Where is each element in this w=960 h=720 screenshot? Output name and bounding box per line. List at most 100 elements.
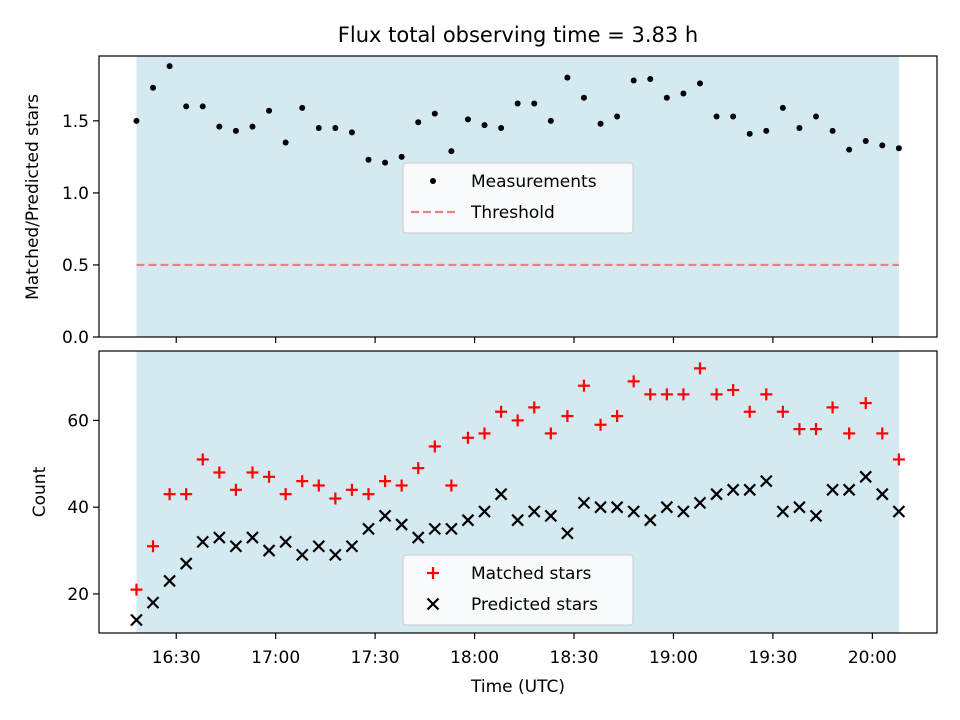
measurement-point xyxy=(514,100,521,107)
matched-star-point xyxy=(246,466,259,479)
measurement-point xyxy=(431,110,438,117)
matched-star-point xyxy=(611,410,624,423)
matched-star-point xyxy=(147,540,160,553)
measurement-point xyxy=(150,84,157,91)
measurement-point xyxy=(531,100,538,107)
measurement-point xyxy=(382,159,389,166)
predicted-star-point xyxy=(362,522,375,536)
predicted-star-point xyxy=(130,613,143,627)
measurement-point xyxy=(829,127,836,134)
predicted-star-point xyxy=(809,509,823,523)
legend-label: Measurements xyxy=(471,172,597,192)
predicted-star-point xyxy=(329,548,342,562)
measurement-point xyxy=(713,113,720,120)
matched-star-point xyxy=(229,483,242,496)
x-tick-label: 17:30 xyxy=(351,648,400,668)
predicted-star-point xyxy=(345,539,359,553)
predicted-star-point xyxy=(428,522,442,536)
predicted-star-point xyxy=(859,470,873,484)
matched-star-point xyxy=(196,453,209,466)
measurement-point xyxy=(133,117,140,124)
predicted-star-point xyxy=(461,513,475,527)
predicted-star-point xyxy=(660,500,674,514)
measurement-point xyxy=(763,127,770,134)
matched-star-point xyxy=(793,423,806,436)
y-tick-label: 0.5 xyxy=(62,256,89,276)
predicted-star-point xyxy=(876,487,889,501)
y-tick-label: 0.0 xyxy=(62,328,89,348)
predicted-star-point xyxy=(378,509,392,523)
matched-star-point xyxy=(644,388,657,401)
measurement-point xyxy=(547,117,554,124)
predicted-star-point xyxy=(726,483,740,497)
predicted-star-point xyxy=(643,513,657,527)
legend-box xyxy=(402,162,634,234)
measurement-point xyxy=(266,107,273,114)
measurement-point xyxy=(696,80,703,87)
predicted-star-point xyxy=(213,531,226,544)
matched-star-point xyxy=(329,492,342,505)
matched-star-point xyxy=(130,583,143,596)
y-tick-label: 1.0 xyxy=(62,184,89,204)
predicted-star-point xyxy=(279,535,292,549)
legend-box xyxy=(402,554,634,626)
predicted-star-point xyxy=(677,505,690,518)
predicted-star-point xyxy=(411,531,425,544)
legend-label: Predicted stars xyxy=(471,595,598,615)
predicted-star-point xyxy=(842,483,856,497)
matched-star-point xyxy=(395,479,408,492)
predicted-star-point xyxy=(146,596,160,609)
measurement-point xyxy=(597,120,604,127)
matched-star-point xyxy=(213,466,226,479)
measurement-point xyxy=(315,125,322,132)
predicted-star-point xyxy=(693,496,707,510)
measurement-point xyxy=(796,125,803,132)
matched-star-point xyxy=(478,427,491,440)
predicted-star-point xyxy=(478,505,491,518)
matched-star-point xyxy=(710,388,723,401)
measurement-point xyxy=(564,74,571,81)
predicted-star-point xyxy=(544,509,558,523)
matched-star-point xyxy=(511,414,524,427)
predicted-star-point xyxy=(610,500,624,514)
legend-measurements-marker xyxy=(430,178,436,184)
measurement-point xyxy=(630,77,637,84)
measurement-point xyxy=(199,103,206,110)
matched-star-point xyxy=(561,410,574,423)
measurement-point xyxy=(282,139,289,146)
matched-star-point xyxy=(180,488,193,501)
measurement-point xyxy=(813,113,820,120)
matched-star-point xyxy=(843,427,856,440)
matched-star-point xyxy=(892,453,905,466)
x-tick-label: 18:30 xyxy=(550,648,599,668)
measurement-point xyxy=(862,138,869,145)
measurement-point xyxy=(299,104,306,111)
x-tick-label: 16:30 xyxy=(152,648,201,668)
top-axes: 0.0 0.5 1.0 1.5 Measurements Threshold xyxy=(62,55,938,348)
matched-star-point xyxy=(660,388,673,401)
matched-star-point xyxy=(876,427,889,440)
matched-star-point xyxy=(461,431,474,444)
measurement-point xyxy=(249,123,256,130)
matched-star-point xyxy=(776,405,789,418)
matched-star-point xyxy=(627,375,640,388)
x-tick-label: 19:30 xyxy=(748,648,797,668)
matched-star-point xyxy=(296,475,309,488)
predicted-star-point xyxy=(262,544,276,557)
measurement-point xyxy=(647,76,654,83)
matched-star-point xyxy=(727,384,740,397)
legend-predicted-marker xyxy=(426,597,440,611)
predicted-star-point xyxy=(892,505,906,518)
measurement-point xyxy=(332,125,339,132)
predicted-star-point xyxy=(743,483,756,497)
predicted-star-point xyxy=(246,531,259,544)
matched-star-point xyxy=(743,405,756,418)
matched-star-point xyxy=(495,405,508,418)
predicted-star-point xyxy=(561,526,574,540)
bottom-y-axis-label: Count xyxy=(30,466,50,517)
predicted-star-point xyxy=(826,483,839,497)
measurement-point xyxy=(779,104,786,111)
measurement-point xyxy=(398,153,405,160)
measurement-point xyxy=(498,125,505,132)
matched-star-point xyxy=(594,418,607,431)
